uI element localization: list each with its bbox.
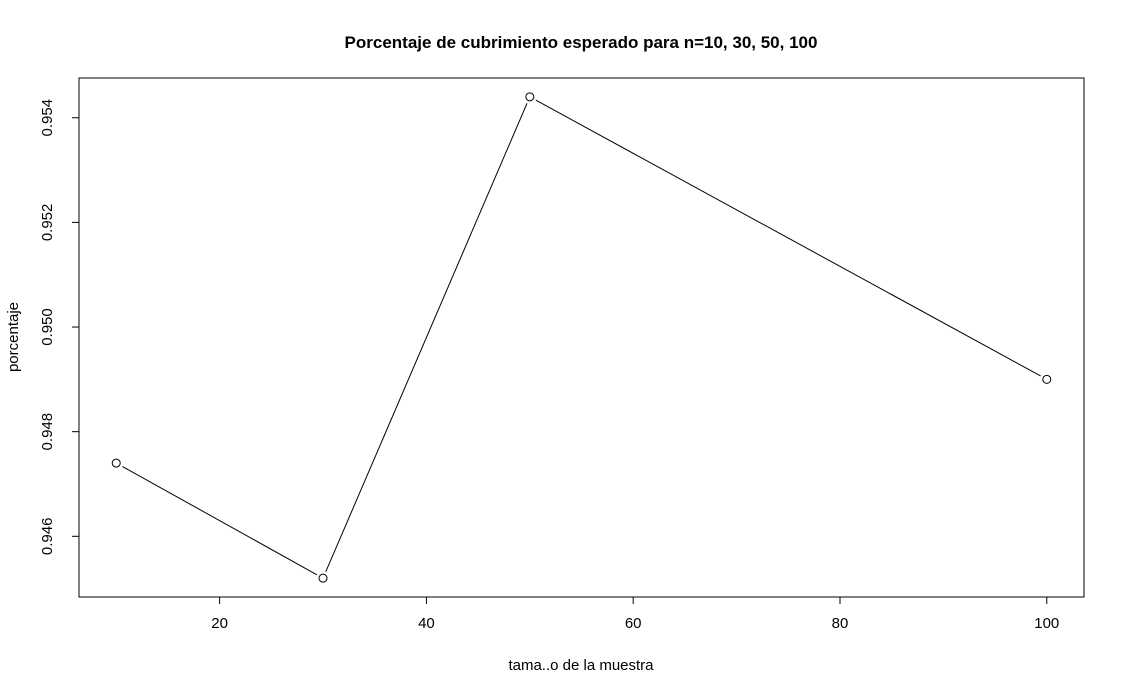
x-tick-label: 100 xyxy=(1034,615,1059,632)
y-axis-label: porcentaje xyxy=(5,302,22,372)
series-line-segment xyxy=(535,99,1041,377)
plot-frame xyxy=(78,77,1085,598)
x-tick-label: 80 xyxy=(832,615,849,632)
y-tick-label: 0.946 xyxy=(39,518,56,556)
data-point xyxy=(318,573,328,583)
x-axis-label: tama..o de la muestra xyxy=(508,657,654,674)
x-tick-label: 20 xyxy=(211,615,228,632)
x-tick-label: 60 xyxy=(625,615,642,632)
x-axis: 20 40 60 80 100 xyxy=(211,596,1059,632)
y-axis: 0.946 0.948 0.950 0.952 0.954 xyxy=(39,99,80,556)
y-tick-label: 0.950 xyxy=(39,308,56,346)
series-line-segment xyxy=(122,466,318,576)
y-tick-label: 0.948 xyxy=(39,413,56,451)
y-tick-label: 0.954 xyxy=(39,99,56,137)
data-point xyxy=(525,92,535,102)
x-tick-label: 40 xyxy=(418,615,435,632)
data-point xyxy=(1042,374,1052,384)
y-tick-label: 0.952 xyxy=(39,204,56,242)
series-group xyxy=(111,92,1052,583)
data-point xyxy=(111,458,121,468)
series-line-segment xyxy=(325,103,528,572)
chart-title: Porcentaje de cubrimiento esperado para … xyxy=(345,33,818,52)
